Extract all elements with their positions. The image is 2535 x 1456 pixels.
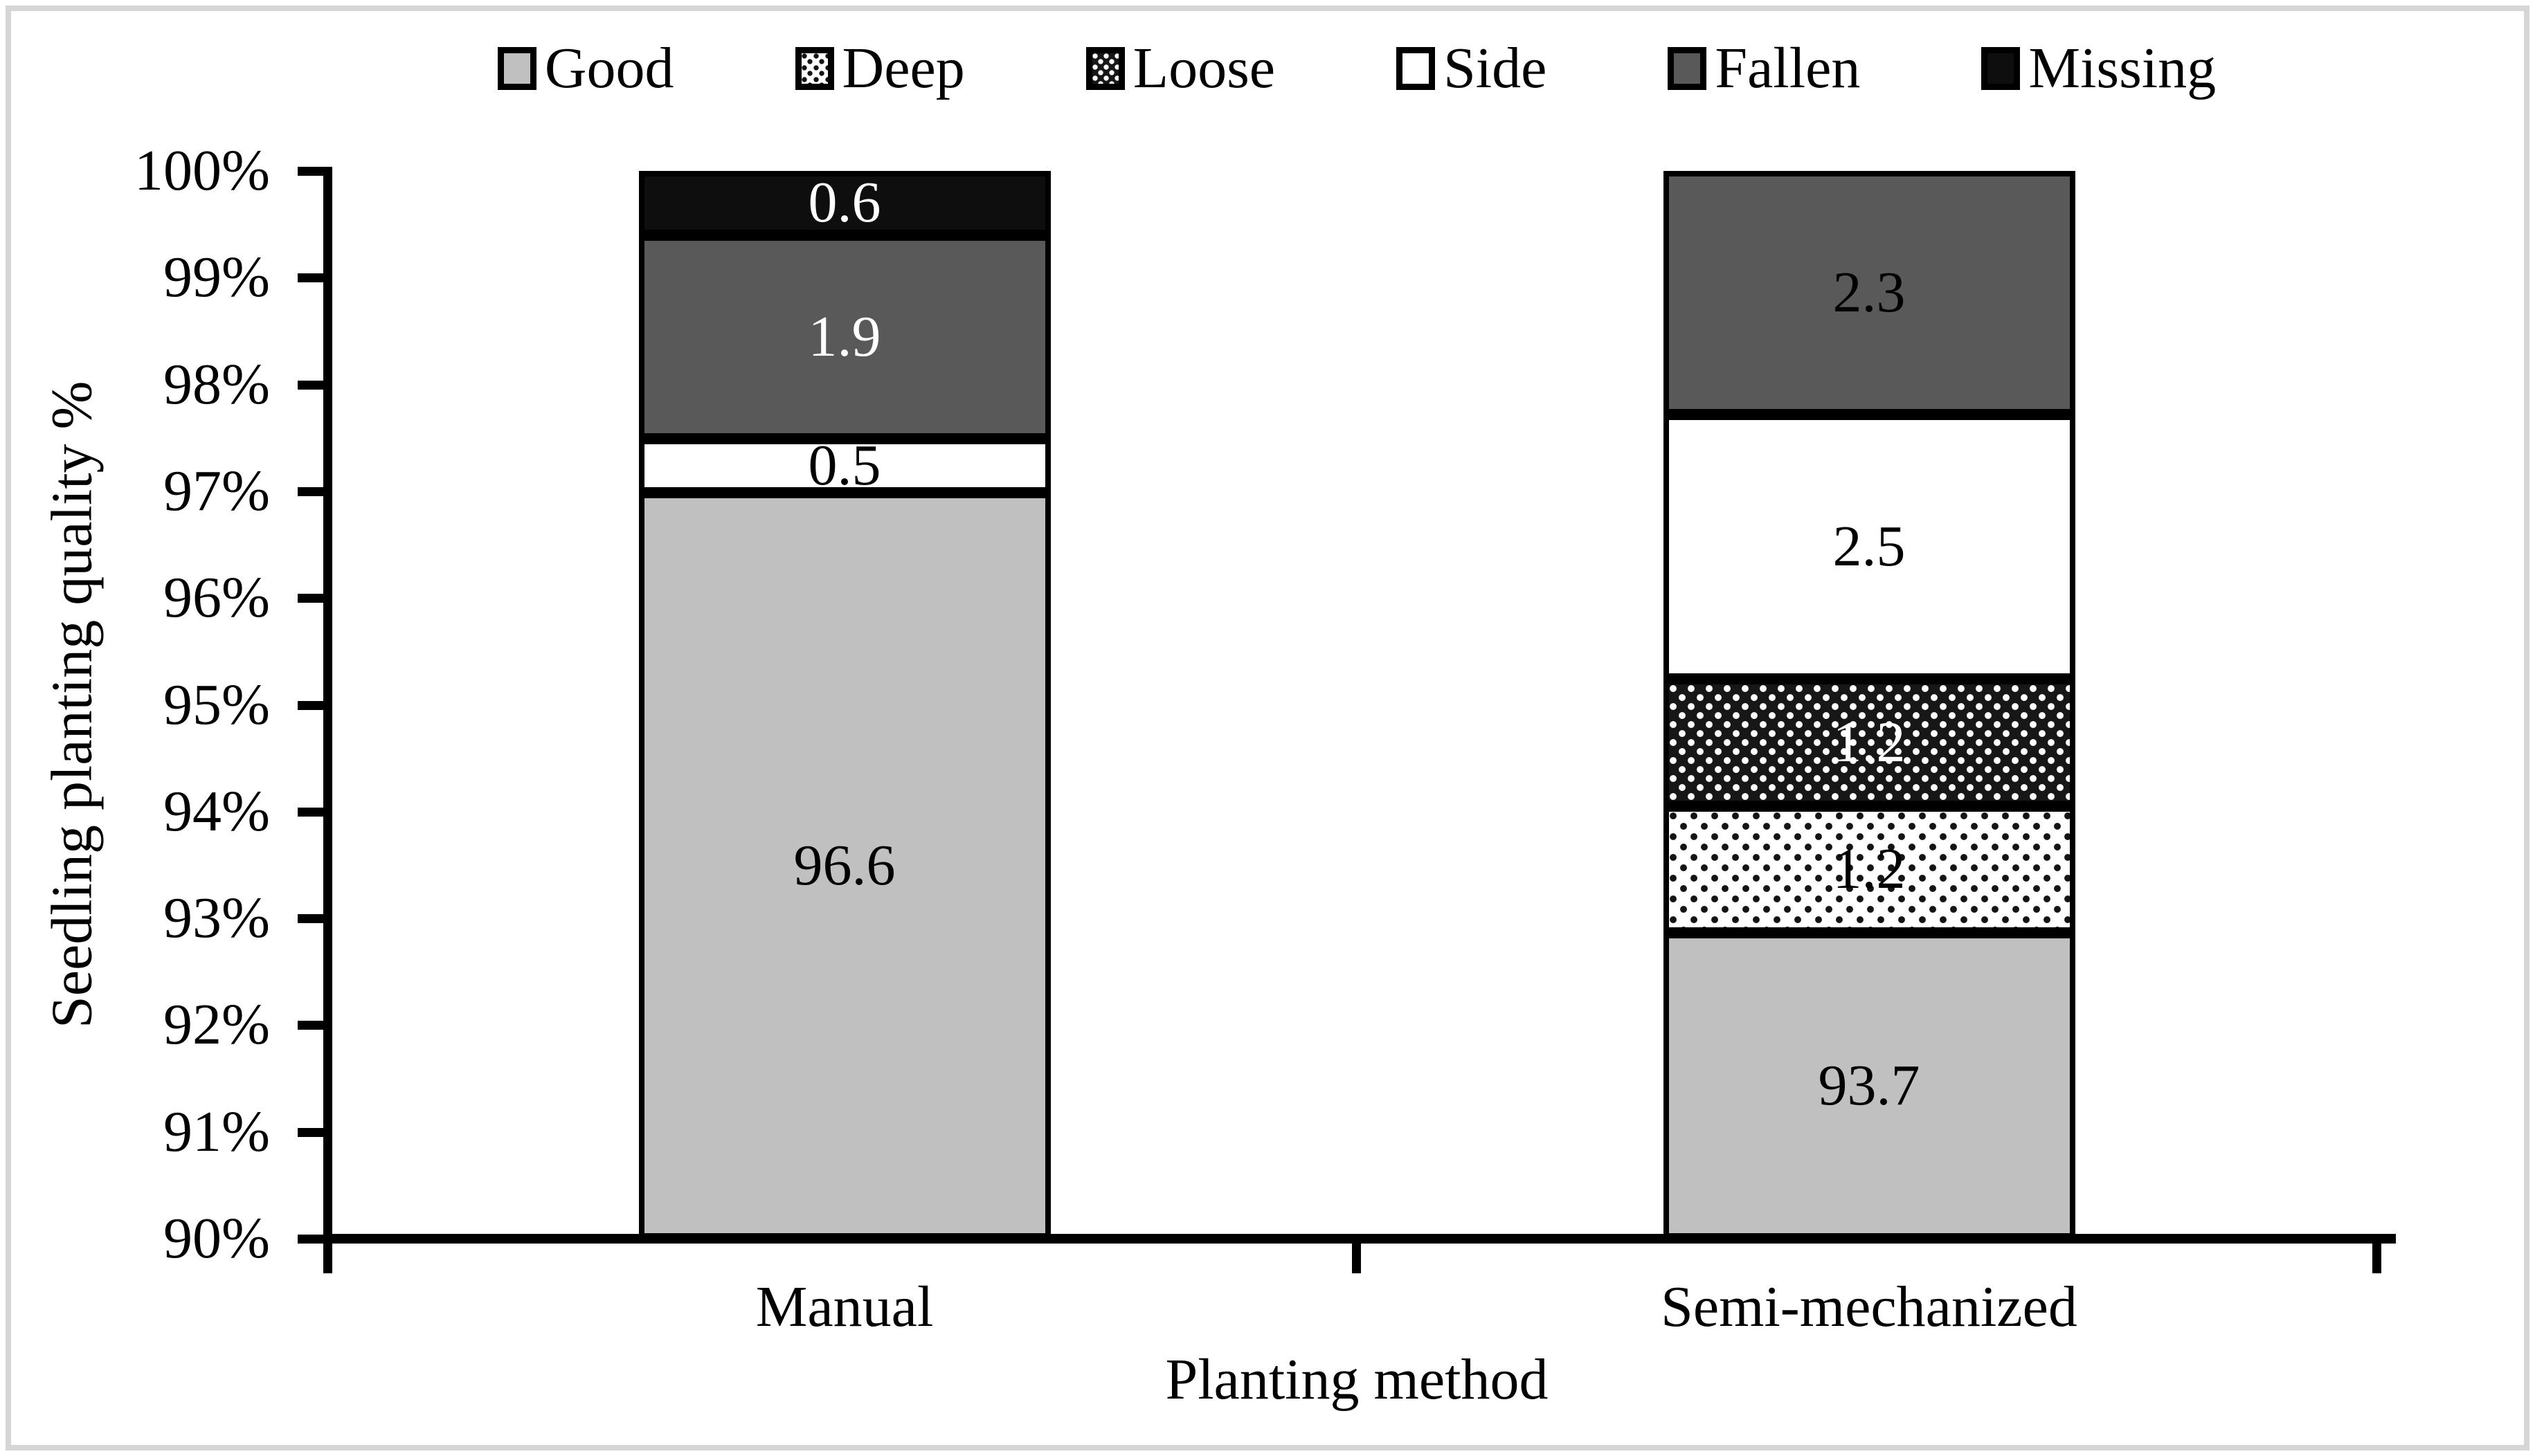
legend-item-missing: Missing bbox=[1981, 39, 2216, 98]
y-axis-tick bbox=[298, 1127, 323, 1137]
bar-segment-side-manual bbox=[638, 439, 1051, 493]
bar-segment-loose-semi-mechanized bbox=[1663, 679, 2075, 806]
legend-item-good: Good bbox=[497, 36, 674, 100]
plot-area: 90% 91% 92% 93% 94% 95% 96% 97% 98% 99% 100% 96.6 0.… bbox=[134, 138, 2396, 1336]
legend-label: Deep bbox=[842, 36, 965, 100]
x-axis-title: Planting method bbox=[1165, 1347, 1549, 1412]
legend-label: Missing bbox=[2028, 36, 2217, 100]
legend-item-loose: Loose bbox=[1085, 36, 1276, 100]
data-label-side-manual: 0.5 bbox=[808, 433, 881, 498]
bar-segment-good-semi-mechanized bbox=[1663, 933, 2075, 1239]
data-label-good-semi-mechanized: 93.7 bbox=[1818, 1053, 1920, 1118]
y-tick-label: 96% bbox=[163, 565, 270, 630]
y-tick-label: 92% bbox=[163, 992, 270, 1057]
legend-item-fallen: Fallen bbox=[1668, 39, 1860, 98]
x-axis-end-tick bbox=[2372, 1239, 2381, 1273]
y-axis-tick bbox=[298, 167, 323, 176]
good-swatch-icon bbox=[497, 47, 536, 90]
legend-label: Side bbox=[1443, 36, 1547, 100]
y-tick-label: 94% bbox=[163, 779, 270, 844]
bar-segment-deep-semi-mechanized bbox=[1663, 806, 2075, 934]
y-tick-label: 91% bbox=[163, 1099, 270, 1164]
y-tick-label: 97% bbox=[163, 458, 270, 523]
bar-segment-side-semi-mechanized bbox=[1663, 414, 2075, 680]
legend: Good Deep Loose Side Fallen Missing bbox=[332, 24, 2381, 113]
fallen-swatch-icon bbox=[1668, 47, 1707, 90]
bar-segment-fallen-semi-mechanized bbox=[1663, 171, 2075, 415]
data-label-loose-semi-mechanized: 1.2 bbox=[1832, 709, 1906, 774]
legend-item-deep: Deep bbox=[795, 39, 965, 98]
y-tick-label: 90% bbox=[163, 1206, 270, 1271]
bar-segment-good-manual bbox=[638, 492, 1051, 1239]
data-label-fallen-manual: 1.9 bbox=[808, 304, 881, 370]
y-tick-label: 98% bbox=[163, 352, 270, 417]
y-axis-tick bbox=[298, 914, 323, 924]
y-axis-tick bbox=[298, 807, 323, 817]
data-label-fallen-semi-mechanized: 2.3 bbox=[1832, 260, 1906, 325]
y-axis-tick bbox=[298, 594, 323, 603]
x-category-label-semi-mechanized: Semi-mechanized bbox=[1661, 1275, 2077, 1339]
y-axis-tick bbox=[298, 273, 323, 283]
y-axis-tick bbox=[298, 486, 323, 496]
side-swatch-icon bbox=[1396, 47, 1436, 90]
legend-item-side: Side bbox=[1396, 39, 1546, 98]
data-label-deep-semi-mechanized: 1.2 bbox=[1832, 837, 1906, 902]
bar-segment-missing-manual bbox=[638, 171, 1051, 235]
y-axis-tick bbox=[298, 1235, 323, 1244]
x-axis-mid-tick bbox=[1352, 1239, 1361, 1273]
legend-label: Loose bbox=[1133, 36, 1276, 100]
y-axis-tick bbox=[298, 380, 323, 390]
missing-swatch-icon bbox=[1981, 47, 2021, 90]
x-category-label-manual: Manual bbox=[755, 1275, 934, 1339]
y-tick-label: 93% bbox=[163, 886, 270, 951]
legend-label: Good bbox=[544, 36, 674, 100]
y-axis-line bbox=[323, 167, 332, 1273]
y-axis-tick bbox=[298, 700, 323, 710]
y-tick-label: 99% bbox=[163, 245, 270, 310]
y-axis-tick bbox=[298, 1021, 323, 1030]
data-label-side-semi-mechanized: 2.5 bbox=[1832, 513, 1906, 579]
bar-segment-fallen-manual bbox=[638, 235, 1051, 439]
data-label-missing-manual: 0.6 bbox=[808, 170, 881, 235]
data-label-good-manual: 96.6 bbox=[793, 832, 896, 898]
deep-swatch-icon bbox=[795, 47, 834, 90]
y-tick-label: 100% bbox=[134, 138, 270, 203]
legend-label: Fallen bbox=[1715, 36, 1861, 100]
y-tick-label: 95% bbox=[163, 672, 270, 737]
loose-swatch-icon bbox=[1085, 47, 1125, 90]
